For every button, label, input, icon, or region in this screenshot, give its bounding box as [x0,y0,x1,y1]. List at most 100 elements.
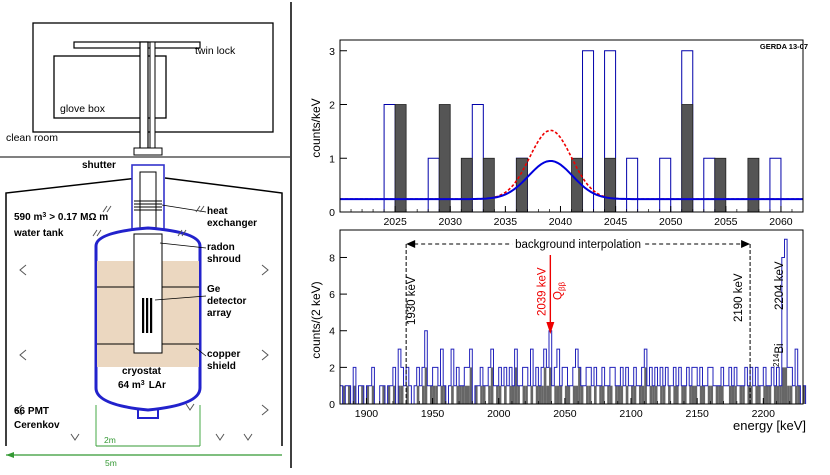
label-cerenkov: Cerenkov [14,420,60,431]
x-tick-label: 2025 [383,216,407,228]
gray-bin [691,385,695,404]
gray-bin [432,385,436,404]
gray-bin [559,385,563,404]
bg-arrow-head-left [406,240,416,248]
gray-bin [342,385,346,404]
pmt-icon [261,349,269,361]
gray-bin [795,385,798,404]
gray-bin [440,385,444,404]
open-bin [427,157,440,213]
gray-bin [490,367,494,404]
ge-detector-strings [142,298,153,333]
y-tick-label: 2 [329,100,335,112]
label-2190: 2190 keV [733,273,745,322]
gray-bin [755,385,759,404]
gray-bin [504,385,507,404]
top-ylabel: counts/keV [309,98,323,157]
gray-bin [459,385,462,404]
gray-bin [742,385,745,404]
lock-shaft-2 [149,41,156,151]
gray-bin [779,385,782,404]
gray-bin [514,367,518,404]
y-tick-label: 0 [329,399,335,411]
gray-bin [649,385,653,404]
open-bin [471,104,484,213]
gray-bin [617,385,621,404]
gray-bin [496,385,499,404]
gray-bin [625,385,629,404]
gray-bin [668,385,671,404]
pmt-icon [215,433,225,441]
y-tick-label: 6 [329,289,335,301]
x-tick-label: 2200 [752,408,776,420]
label-cryostat: cryostat [122,366,162,377]
gray-bin [535,385,539,404]
pmt-icon [261,404,269,416]
gray-bin [715,385,719,404]
gray-bin [517,385,520,404]
gray-bin [660,385,663,404]
lock-shaft [139,41,149,151]
gray-bin [353,385,356,404]
x-tick-label: 2030 [439,216,463,228]
gray-bin [387,385,391,404]
shutter-block [133,147,163,156]
filled-bin [482,157,495,213]
gray-bin [400,385,404,404]
open-bin [659,157,672,213]
label-5m: 5m [105,458,117,468]
gray-bin [469,367,473,404]
label-qbb: Qββ [552,281,566,300]
x-tick-label: 2000 [487,408,511,420]
x-tick-label: 2050 [659,216,683,228]
gray-bin [564,385,568,404]
gray-bin [509,385,512,404]
bottom-chart: 1900 1950 2000 2050 2100 2150 2200 0 2 4 6 8 counts… [309,229,807,433]
gray-bin [631,385,634,404]
label-lar-volume: 64 m3 LAr [118,380,166,392]
gray-bin [784,367,788,404]
label-water-tank: water tank [13,228,64,239]
gray-bin [768,385,772,404]
label-pmt: 66 PMT [14,406,49,417]
gray-bin [422,385,425,404]
open-bin [383,104,396,213]
gray-bin [530,385,534,404]
open-bin [703,157,716,213]
filled-bin [604,157,616,213]
gray-bin [347,385,351,404]
pmt-icon [195,205,205,213]
pmt-icon [102,205,112,213]
label-shroud: shroud [207,254,241,265]
gray-bin [718,385,721,404]
bottom-axis-ticks: 1900 1950 2000 2050 2100 2150 2200 0 2 4 6 8 [329,252,804,420]
bottom-ylabel: counts/(2 keV) [309,281,323,358]
gerda-tag: GERDA 13-07 [760,42,808,51]
gray-bin [424,367,428,404]
gray-bin [480,385,483,404]
label-detector: detector [207,296,247,307]
x-tick-label: 2035 [494,216,518,228]
glove-box [53,55,167,119]
x-tick-label: 2150 [685,408,709,420]
gray-bin [588,385,592,404]
filled-bin [438,104,451,213]
x-tick-label: 2040 [549,216,573,228]
pmt-icon [261,264,269,276]
gray-bin [781,367,785,404]
gray-bin [541,385,544,404]
gray-spectrum [342,367,806,404]
label-glove-box: glove box [60,103,106,115]
x-tick-label: 1900 [355,408,379,420]
label-copper: copper [207,349,240,360]
cryostat-skirt [137,410,159,419]
gray-bin [554,385,557,404]
pmt-icon [177,229,187,237]
label-array: array [207,308,232,319]
y-tick-label: 2 [329,362,335,374]
gray-bin [776,385,780,404]
gray-bin [482,385,486,404]
gray-bin [451,385,454,404]
y-tick-label: 4 [329,326,335,338]
gray-bin [609,385,613,404]
